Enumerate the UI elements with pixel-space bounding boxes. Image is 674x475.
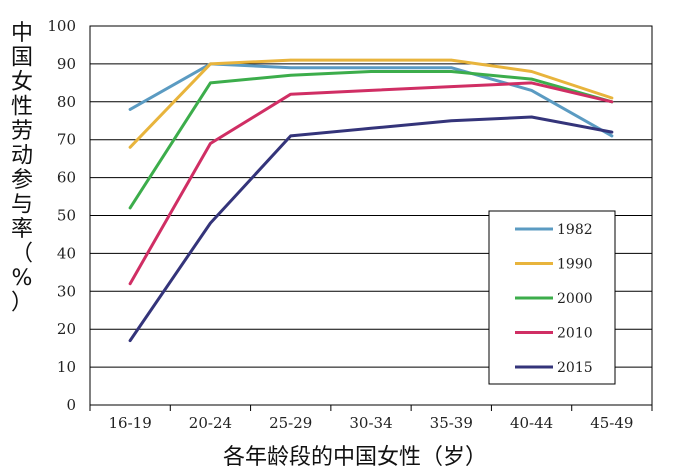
data-point-1982-35-39 [450,66,453,69]
data-point-2015-40-44 [530,115,533,119]
plot-frame [89,25,653,406]
data-point-1982-40-44 [530,89,533,92]
series-layer [128,58,614,343]
data-point-2010-20-24 [209,142,212,145]
data-point-2010-16-19 [128,282,132,285]
data-point-2015-35-39 [450,119,453,122]
y-tick-label-0: 0 [66,396,76,414]
y-tick-label-10: 10 [57,358,76,376]
legend-item-1990: 1990 [515,257,593,273]
data-point-2015-20-24 [209,221,212,225]
y-axis-title: 中国女性劳动参与率（%） [11,21,33,316]
y-tick-label-50: 50 [57,207,76,225]
series-2015 [128,115,614,343]
data-point-1982-16-19 [128,108,132,111]
x-tick-label-35-39: 35-39 [430,414,473,432]
legend-item-1982: 1982 [515,222,593,238]
data-point-1982-30-34 [369,66,373,69]
data-point-2010-25-29 [289,93,292,96]
data-point-2000-16-19 [128,206,132,210]
data-point-2015-25-29 [289,134,292,138]
x-tick-label-20-24: 20-24 [189,414,232,432]
x-tick-label-45-49: 45-49 [590,414,633,432]
legend: 1982 1990 2000 2010 2015 [488,210,616,385]
y-tick-label-70: 70 [57,131,76,149]
series-1990 [128,58,614,149]
y-tick-label-20: 20 [57,320,76,338]
axis-layer [89,25,653,411]
data-point-2015-16-19 [128,339,132,342]
data-point-1990-20-24 [209,62,212,66]
legend-item-2010: 2010 [515,326,593,342]
data-point-2010-30-34 [369,89,373,92]
series-line-1990 [128,58,614,149]
legend-label-2010: 2010 [557,326,593,342]
data-point-2010-45-49 [610,100,614,104]
y-tick-label-80: 80 [57,93,76,111]
x-tick-label-40-44: 40-44 [510,414,553,432]
x-tick-label-25-29: 25-29 [269,414,312,432]
x-tick-label-30-34: 30-34 [349,414,392,432]
data-point-2000-20-24 [209,81,212,85]
data-point-1990-35-39 [450,58,453,62]
y-tick-label-90: 90 [57,55,76,73]
y-tick-label-60: 60 [57,169,76,187]
y-tick-label-30: 30 [57,282,76,300]
data-point-2010-40-44 [530,81,533,85]
legend-item-2015: 2015 [515,360,593,376]
data-point-2000-30-34 [369,70,373,73]
series-2010 [128,81,614,286]
data-point-1982-25-29 [289,66,292,69]
data-point-1990-16-19 [128,146,132,149]
data-point-1990-25-29 [289,58,292,62]
legend-label-2000: 2000 [557,291,593,307]
legend-label-1990: 1990 [557,257,593,273]
legend-label-2015: 2015 [557,360,593,376]
data-point-1990-30-34 [369,58,373,62]
data-point-2015-45-49 [610,130,614,134]
x-tick-labels: 16-19 20-24 25-29 30-34 35-39 40-44 45-49 [109,414,634,432]
data-point-2010-35-39 [450,85,453,88]
data-point-1990-40-44 [530,70,533,73]
data-point-2000-25-29 [289,74,292,77]
data-point-2000-35-39 [450,70,453,73]
data-point-1982-45-49 [610,134,614,138]
data-point-2015-30-34 [369,127,373,130]
y-tick-label-40: 40 [57,244,76,262]
series-2000 [128,70,614,210]
y-tick-labels: 0 10 20 30 40 50 60 70 80 90 100 [47,17,76,414]
y-tick-label-100: 100 [47,17,76,35]
legend-label-1982: 1982 [557,222,593,238]
data-point-2000-40-44 [530,77,533,81]
data-point-1990-45-49 [610,96,614,100]
legend-item-2000: 2000 [515,291,593,307]
x-axis-title: 各年龄段的中国女性（岁） [223,445,487,470]
x-tick-label-16-19: 16-19 [109,414,152,432]
